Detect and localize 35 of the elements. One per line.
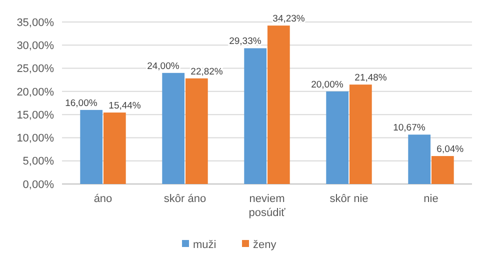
data-label: 15,44% <box>108 100 142 112</box>
bar <box>431 156 454 184</box>
data-label: 20,00% <box>311 79 344 90</box>
bar <box>162 72 185 184</box>
x-tick-label: skôr áno <box>164 193 206 205</box>
y-tick-label: 25,00% <box>16 63 54 76</box>
y-tick-label: 10,00% <box>16 132 54 145</box>
y-tick-label: 15,00% <box>16 109 54 122</box>
data-label: 16,00% <box>65 98 98 109</box>
x-tick-label: neviem posúdiť <box>248 193 286 219</box>
bar <box>326 91 349 184</box>
bar <box>267 26 290 184</box>
y-tick-label: 0,00% <box>22 178 54 191</box>
y-tick-label: 30,00% <box>16 40 54 52</box>
data-label: 24,00% <box>147 60 180 72</box>
x-tick-label: skôr nie <box>330 193 368 205</box>
data-label: 34,23% <box>272 14 306 25</box>
bar <box>349 84 372 184</box>
y-tick-label: 35,00% <box>16 16 54 29</box>
bar <box>185 78 208 184</box>
data-label: 6,04% <box>436 144 464 156</box>
legend-label: muži <box>193 238 216 251</box>
bar <box>103 112 126 184</box>
data-label: 22,82% <box>190 66 224 78</box>
x-tick-label: áno <box>94 193 112 205</box>
bar <box>80 110 103 184</box>
x-tick-label: nie <box>424 193 438 205</box>
data-label: 21,48% <box>354 72 388 84</box>
data-label: 10,67% <box>393 122 426 134</box>
y-tick-label: 20,00% <box>16 86 54 98</box>
bar <box>244 48 267 184</box>
data-label: 29,33% <box>229 36 262 48</box>
bar <box>408 134 431 184</box>
legend-label: ženy <box>253 238 277 251</box>
y-tick-label: 5,00% <box>22 156 54 168</box>
